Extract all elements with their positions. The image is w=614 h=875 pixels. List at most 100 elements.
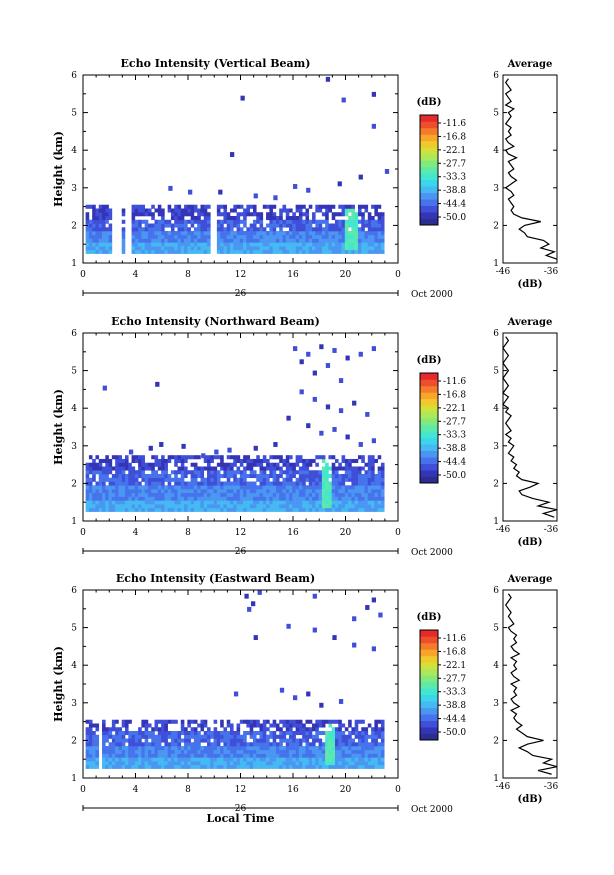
echo-cell: [108, 507, 113, 512]
echo-cell: [295, 485, 300, 490]
echo-cell: [115, 742, 119, 747]
echo-cell: [312, 212, 316, 217]
echo-cell: [298, 477, 303, 482]
echo-cell: [380, 227, 385, 232]
echo-cell: [167, 504, 172, 509]
echo-cell: [289, 734, 293, 739]
echo-cell: [279, 738, 283, 743]
echo-cell: [164, 764, 168, 769]
echo-cell: [305, 485, 310, 490]
echo-cell: [348, 753, 352, 758]
echo-cell: [243, 764, 247, 769]
echo-cell: [170, 731, 175, 736]
echo-cell: [230, 757, 234, 762]
echo-cell: [335, 231, 339, 236]
echo-cell: [102, 219, 106, 224]
y-tick-label: 5: [71, 109, 77, 119]
echo-cell: [269, 753, 273, 758]
echo-cell: [164, 496, 168, 501]
echo-cell: [236, 764, 241, 769]
echo-cell: [371, 123, 377, 129]
echo-cell: [184, 238, 188, 243]
echo-cell: [380, 231, 385, 236]
echo-cell: [256, 216, 260, 221]
echo-cell: [318, 231, 323, 236]
echo-cell: [154, 455, 159, 460]
echo-cell: [305, 761, 310, 766]
echo-cell: [115, 734, 119, 739]
echo-cell: [325, 489, 329, 494]
echo-cell: [364, 753, 369, 758]
echo-cell: [279, 212, 283, 217]
echo-cell: [88, 249, 93, 254]
echo-cell: [325, 719, 329, 724]
echo-cell: [105, 738, 109, 743]
echo-cell: [157, 242, 162, 247]
average-x-tick-label: -46: [496, 782, 511, 792]
echo-cell: [161, 470, 165, 475]
echo-cell: [302, 249, 306, 254]
echo-cell: [364, 474, 369, 479]
echo-cell: [226, 731, 231, 736]
echo-cell: [121, 753, 126, 758]
echo-cell: [279, 500, 283, 505]
echo-cell: [207, 734, 211, 739]
echo-cell: [125, 489, 129, 494]
echo-cell: [226, 242, 231, 247]
echo-cell: [292, 249, 296, 254]
echo-cell: [302, 761, 306, 766]
echo-cell: [131, 477, 136, 482]
echo-cell: [174, 246, 178, 251]
echo-cell: [282, 500, 287, 505]
echo-cell: [344, 489, 349, 494]
echo-cell: [118, 734, 123, 739]
echo-cell: [197, 731, 201, 736]
echo-cell: [138, 462, 142, 467]
echo-cell: [213, 746, 218, 751]
echo-cell: [115, 757, 119, 762]
echo-cell: [207, 496, 211, 501]
echo-cell: [105, 477, 109, 482]
echo-cell: [338, 738, 342, 743]
echo-cell: [380, 507, 385, 512]
echo-cell: [184, 474, 188, 479]
echo-cell: [115, 458, 119, 464]
echo-cell: [252, 204, 257, 209]
echo-cell: [134, 731, 139, 736]
echo-cell: [233, 231, 237, 236]
echo-cell: [354, 474, 359, 479]
echo-cell: [200, 727, 205, 732]
echo-cell: [180, 738, 185, 743]
echo-cell: [262, 231, 267, 236]
echo-cell: [233, 249, 237, 254]
echo-cell: [213, 742, 218, 747]
echo-cell: [223, 504, 228, 509]
x-tick-label: 20: [340, 785, 352, 795]
echo-cell: [357, 466, 362, 471]
panel-2: Echo Intensity (Northward Beam)123456Hei…: [52, 315, 559, 558]
echo-cell: [325, 204, 329, 209]
echo-cell: [187, 496, 191, 501]
echo-cell: [184, 727, 188, 732]
echo-cell: [223, 208, 228, 213]
echo-cell: [203, 500, 208, 505]
echo-cell: [111, 492, 116, 497]
echo-cell: [216, 489, 221, 494]
echo-cell: [305, 504, 310, 509]
echo-cell: [216, 249, 221, 254]
echo-cell: [266, 466, 270, 471]
echo-cell: [92, 477, 96, 482]
echo-cell: [118, 742, 123, 747]
echo-cell: [282, 749, 287, 754]
echo-cell: [361, 719, 365, 724]
echo-cell: [177, 249, 182, 254]
echo-cell: [131, 742, 136, 747]
echo-cell: [138, 764, 142, 769]
echo-cell: [253, 193, 258, 199]
echo-cell: [357, 742, 362, 747]
echo-cell: [108, 500, 113, 505]
echo-cell: [170, 734, 175, 739]
echo-cell: [105, 731, 109, 736]
echo-cell: [361, 455, 365, 460]
echo-cell: [105, 753, 109, 758]
